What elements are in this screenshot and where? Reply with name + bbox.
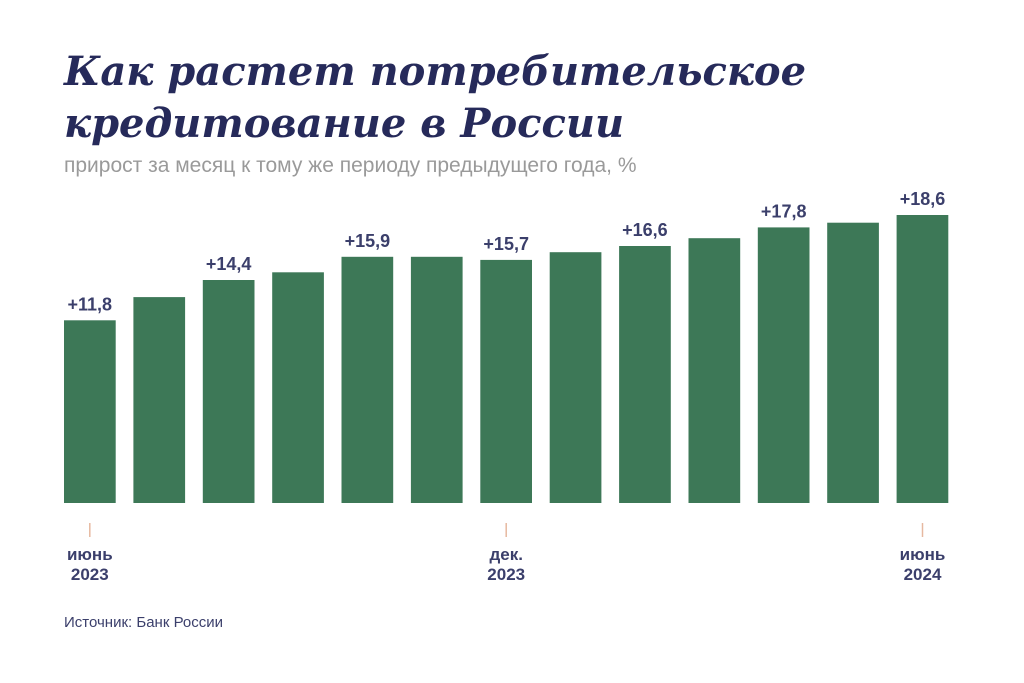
data-label-8: +16,6 — [622, 220, 668, 240]
bar-7 — [549, 252, 602, 503]
bar-9 — [688, 238, 741, 503]
bar-1 — [133, 297, 186, 503]
x-tick-label-2-month: июнь — [900, 545, 946, 564]
x-tick-label-1-month: дек. — [489, 545, 522, 564]
bar-11 — [827, 222, 879, 503]
bar-2 — [202, 280, 255, 503]
data-label-2: +14,4 — [206, 254, 252, 274]
data-label-10: +17,8 — [761, 201, 807, 221]
data-label-6: +15,7 — [483, 234, 529, 254]
data-label-0: +11,8 — [68, 294, 113, 314]
bar-8 — [619, 246, 671, 503]
x-tick-label-2-year: 2024 — [904, 565, 942, 584]
x-tick-label-1-year: 2023 — [487, 565, 525, 584]
bar-3 — [272, 272, 324, 503]
x-tick-label-0-year: 2023 — [71, 565, 109, 584]
x-tick-label-0-month: июнь — [67, 545, 113, 564]
bar-4 — [341, 256, 394, 503]
data-label-12: +18,6 — [900, 189, 946, 209]
bar-6 — [480, 259, 532, 503]
data-label-4: +15,9 — [345, 231, 391, 251]
bar-12 — [896, 215, 949, 503]
source-note: Источник: Банк России — [64, 614, 224, 631]
chart-subtitle: прирост за месяц к тому же периоду преды… — [64, 154, 637, 177]
bar-5 — [410, 256, 463, 503]
bar-10 — [757, 227, 810, 503]
bar-0 — [64, 320, 116, 503]
chart-title: Как растет потребительское кредитование … — [64, 48, 807, 147]
